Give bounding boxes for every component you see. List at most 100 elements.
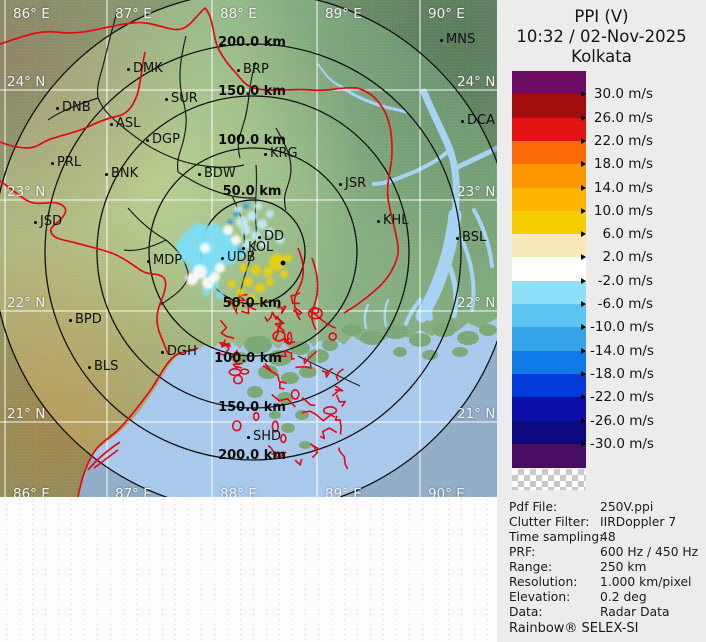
echo-blob [254,202,262,210]
station-code: BDW [204,165,236,181]
legend-tick-row: 26.0 m/s [581,110,653,126]
legend-tick-row: 30.0 m/s [581,86,653,102]
station-code: BRP [243,61,269,77]
legend-color-block [512,187,586,212]
legend-tick-arrow-icon [581,184,586,191]
sundarbans-squiggle [264,311,279,322]
sundarbans-island-outline [271,420,279,433]
echo-blob [240,264,248,272]
legend-tick-row: -10.0 m/s [581,319,654,336]
legend-tick-arrow-icon [581,254,586,261]
legend-tick-label: -10.0 m/s [590,319,654,336]
range-ring-label: 200.0 km [218,35,286,50]
station-dot-icon [110,123,113,126]
sundarbans-island-outline [239,368,250,375]
legend-tick-arrow-icon [581,440,586,447]
legend-tick-arrow-icon [581,324,586,331]
echo-blob [284,254,292,262]
sundarbans-squiggle [219,339,231,348]
range-ring-label: 100.0 km [214,351,282,366]
range-ring-label: 50.0 km [222,296,282,311]
latitude-label-left: 22° N [7,295,46,311]
legend-color-block [512,397,586,421]
legend-tick-label: -14.0 m/s [590,342,654,359]
legend-tick-label: 6.0 m/s [602,226,654,243]
station-code: DD [264,228,285,244]
station-dot-icon [69,319,72,322]
sundarbans-squiggle [292,306,303,316]
legend-tick-row: 14.0 m/s [581,180,653,196]
sundarbans-island-outline [328,332,338,341]
echo-blob [200,243,210,253]
echo-blob [266,210,274,218]
legend-tick-row: 6.0 m/s [581,226,653,242]
station-code: PRL [57,154,82,170]
station-code: DGP [152,131,180,147]
echo-blob [276,236,284,244]
station-code: MDP [153,252,183,268]
legend-tick-row: -22.0 m/s [581,389,654,405]
echo-blob [263,267,273,277]
echo-blob [241,225,251,235]
echo-blob [186,273,198,285]
legend-tick-arrow-icon [581,114,586,121]
metadata-value: 250V.ppi [600,500,654,514]
metadata-label: Time sampling: [509,530,604,544]
echo-blob [247,211,257,221]
metadata-value: 600 Hz / 450 Hz [600,545,699,559]
radar-site-name: Kolkata [571,47,632,66]
station-code: MNS [446,31,476,47]
legend-tick-row: 18.0 m/s [581,156,653,172]
legend-tick-row: -26.0 m/s [581,412,654,429]
legend-tick-arrow-icon [581,394,586,401]
echo-blob [210,272,220,282]
sundarbans-squiggle [295,362,312,369]
station-dot-icon [88,366,91,369]
station-code: DGH [167,343,197,359]
longitude-label-top: 90° E [428,6,465,22]
metadata-value: 250 km [600,560,647,574]
sundarbans-squiggle [331,385,344,397]
sea-bay-of-bengal [78,318,497,497]
station-dot-icon [247,436,250,439]
legend-tick-arrow-icon [581,161,586,168]
echo-blob [259,299,265,305]
echo-blob [243,277,253,287]
legend-tick-row: -30.0 m/s [581,435,654,452]
station-code: BSL [462,229,487,245]
metadata-row: Pdf File: 250V.ppi [509,500,701,515]
station-dot-icon [221,257,224,260]
metadata-value: IIRDoppler 7 [600,515,677,529]
legend-color-block [512,140,586,165]
longitude-label-top: 89° E [325,6,362,22]
legend-tick-label: -26.0 m/s [590,412,654,429]
sundarbans-squiggle [279,381,287,390]
range-ring-label: 50.0 km [222,184,282,199]
legend-tick-label: -30.0 m/s [590,435,654,452]
station-dot-icon [56,107,59,110]
echo-blob [266,278,274,286]
latitude-label-left: 21° N [7,406,46,422]
sundarbans-squiggle [241,305,257,315]
sundarbans-squiggle [309,443,320,459]
metadata-row: Resolution: 1.000 km/pixel [509,575,701,590]
sundarbans-squiggle [300,397,316,407]
station-code: KRG [270,145,298,161]
legend-color-block [512,164,586,188]
legend-color-block [512,327,586,352]
longitude-label-top: 86° E [13,6,50,22]
echo-blob [255,283,265,293]
legend-color-block [512,117,586,142]
latitude-label-right: 23° N [457,184,496,200]
echo-blob [260,240,268,248]
latitude-label-left: 23° N [7,184,46,200]
legend-tick-label: 2.0 m/s [602,249,654,266]
echo-blob [228,280,236,288]
sundarbans-squiggle [276,301,287,315]
velocity-color-legend: 30.0 m/s 26.0 m/s 22.0 m/s 18.0 m/s 14.0 m/s… [497,0,706,642]
sundarbans-squiggle [262,363,280,382]
metadata-row: PRF: 600 Hz / 450 Hz [509,545,701,560]
legend-tick-label: -6.0 m/s [597,296,653,312]
state-borders [0,7,400,497]
sundarbans-island-outline [272,330,286,342]
